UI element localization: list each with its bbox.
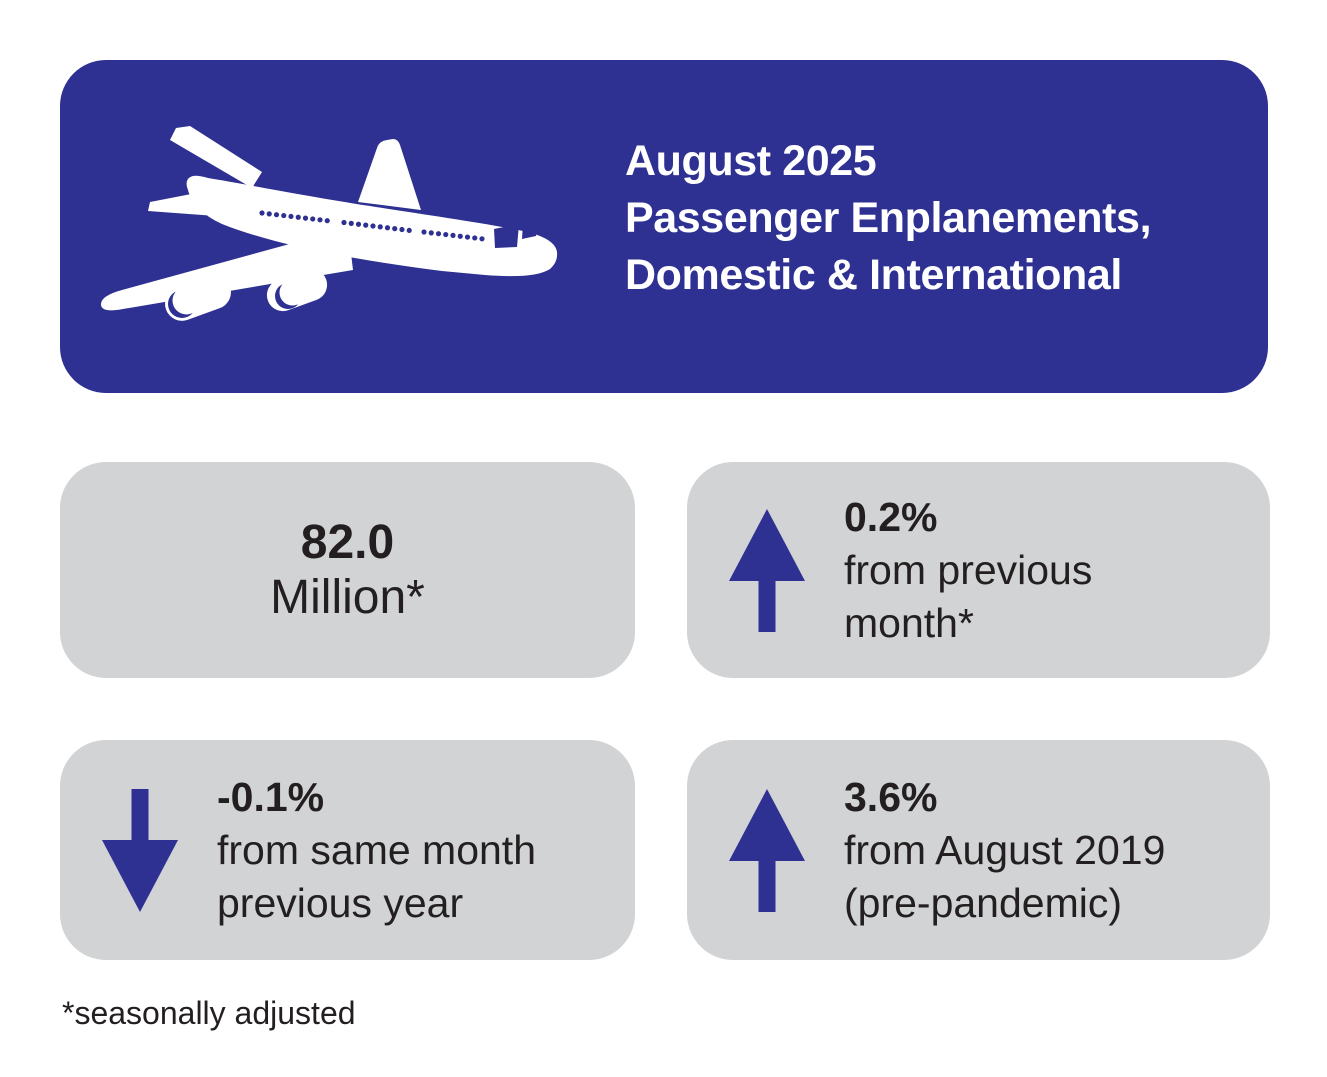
down-arrow-icon: [102, 788, 178, 912]
stat-description-line: (pre-pandemic): [844, 879, 1122, 926]
stat-value: -0.1%: [217, 773, 325, 820]
title-line-3: Domestic & International: [625, 251, 1122, 299]
stat-text: -0.1% from same month previous year: [217, 771, 536, 930]
stat-value: 3.6%: [844, 773, 938, 820]
stat-description-line: from same month: [217, 826, 536, 873]
stat-text: 3.6% from August 2019 (pre-pandemic): [844, 771, 1165, 930]
page-title: August 2025 Passenger Enplanements, Dome…: [625, 133, 1152, 304]
airplane-icon: [90, 126, 560, 331]
up-arrow-icon: [729, 508, 805, 632]
title-line-1: August 2025: [625, 137, 877, 185]
stat-text: 0.2% from previous month*: [844, 491, 1092, 650]
stat-unit: Million*: [270, 571, 425, 624]
stat-card-year-change: -0.1% from same month previous year: [60, 740, 635, 960]
stat-description-line: month*: [844, 599, 974, 646]
stat-card-total: 82.0 Million*: [60, 462, 635, 678]
stat-value: 0.2%: [844, 493, 938, 540]
footnote: *seasonally adjusted: [62, 995, 356, 1031]
stat-description-line: previous year: [217, 879, 464, 926]
stat-card-month-change: 0.2% from previous month*: [687, 462, 1270, 678]
stat-description-line: from previous: [844, 546, 1093, 593]
header-banner: August 2025 Passenger Enplanements, Dome…: [60, 60, 1268, 393]
stat-value: 82.0: [300, 516, 395, 569]
stat-card-pre-pandemic: 3.6% from August 2019 (pre-pandemic): [687, 740, 1270, 960]
title-line-2: Passenger Enplanements,: [625, 194, 1152, 242]
up-arrow-icon: [729, 788, 805, 912]
stat-description-line: from August 2019: [844, 826, 1166, 873]
